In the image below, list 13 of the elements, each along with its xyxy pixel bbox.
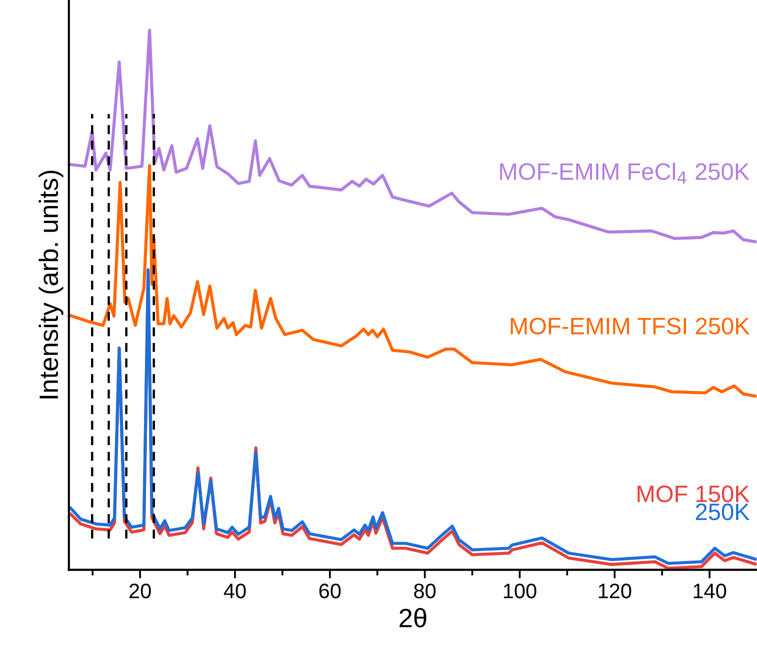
x-tick-label: 120 — [598, 584, 632, 598]
x-tick-label: 20 — [130, 584, 151, 598]
x-tick-label: 100 — [504, 584, 536, 598]
y-axis-title: Intensity (arb. units) — [38, 170, 64, 398]
x-tick-label: 40 — [224, 584, 246, 598]
text: MOF 150K — [638, 486, 750, 502]
x-tick-label: 60 — [319, 584, 341, 598]
series-label: 250K — [696, 504, 750, 520]
series-label: MOF-EMIM TFSI 250K — [510, 318, 750, 334]
x-tick-label: 80 — [414, 584, 436, 598]
series-label: MOF-EMIM FeCl$_{4}$ 250K — [500, 162, 750, 184]
x-tick-label: 140 — [694, 584, 726, 598]
x-axis-title: 2θ — [400, 608, 426, 628]
